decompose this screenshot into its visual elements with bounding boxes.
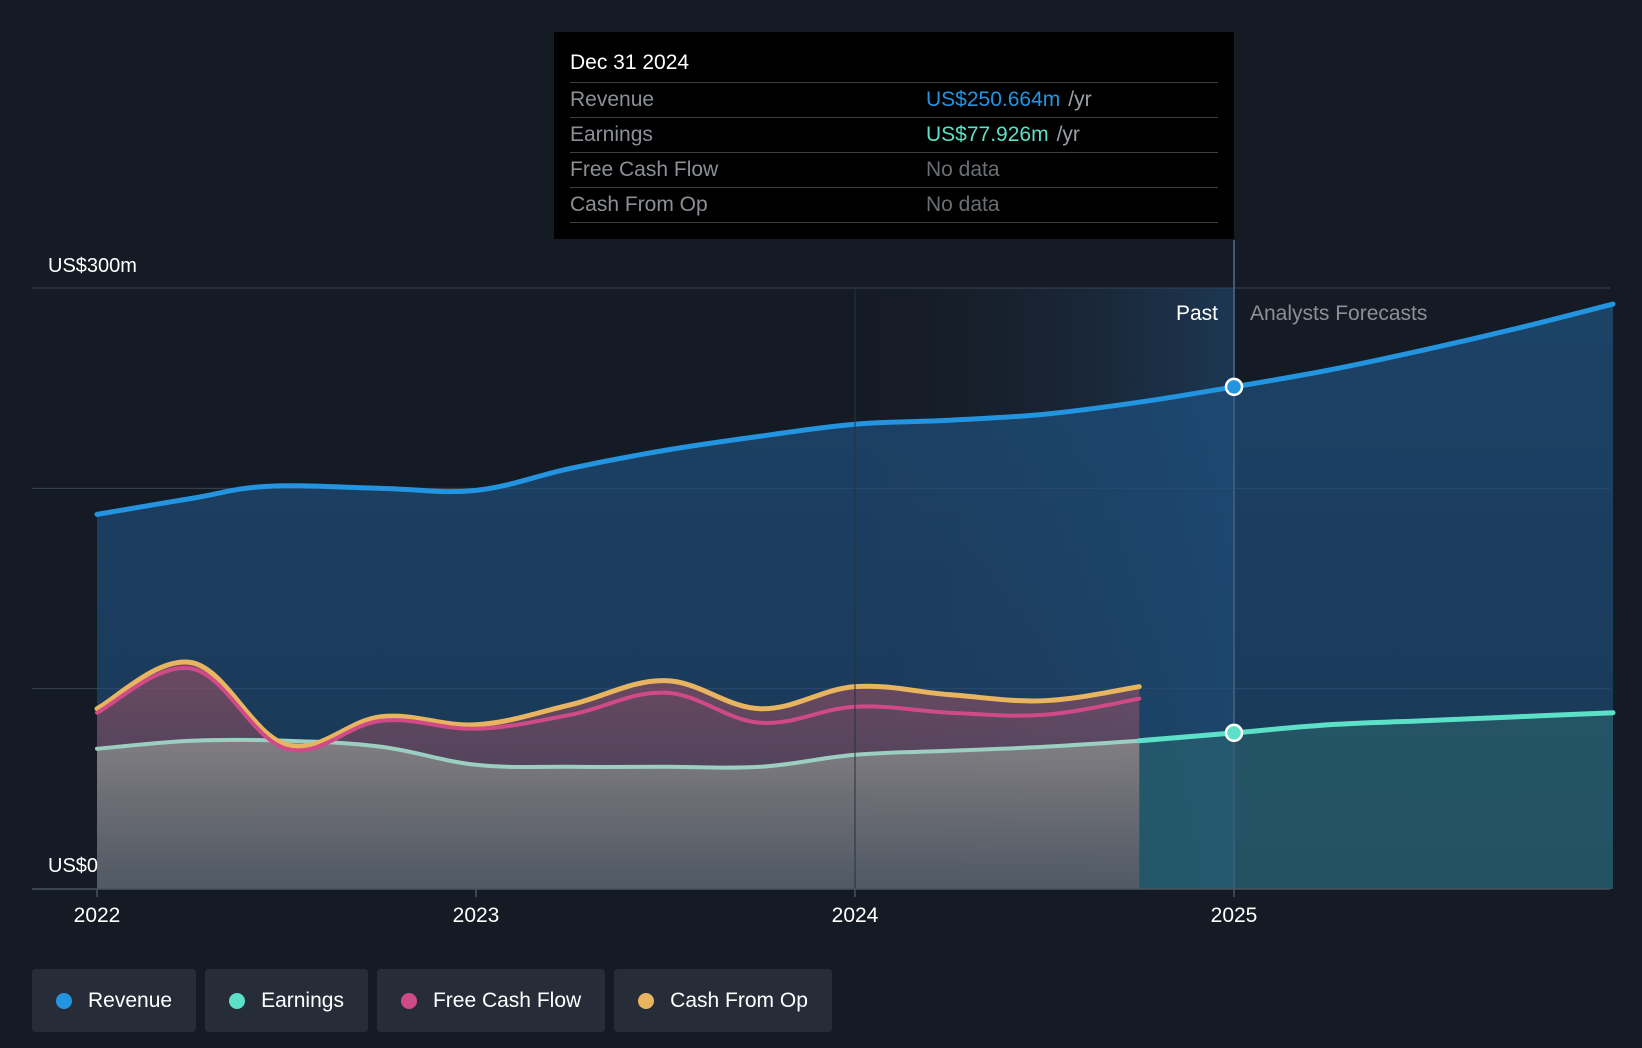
legend-label: Free Cash Flow bbox=[432, 988, 582, 1012]
legend: Revenue Earnings Free Cash Flow Cash Fro… bbox=[32, 969, 832, 1032]
legend-label: Cash From Op bbox=[670, 988, 808, 1012]
legend-item-free-cash-flow[interactable]: Free Cash Flow bbox=[376, 969, 606, 1032]
legend-item-revenue[interactable]: Revenue bbox=[32, 969, 197, 1032]
tooltip-value-revenue: US$250.664m bbox=[926, 88, 1061, 111]
earnings-history-area bbox=[97, 739, 1140, 889]
y-label-bottom: US$0 bbox=[48, 855, 98, 877]
free-cash-flow-line bbox=[95, 666, 1142, 753]
tooltip-value-free-cash-flow: No data bbox=[926, 158, 1000, 181]
legend-item-cash-from-op[interactable]: Cash From Op bbox=[614, 969, 832, 1032]
tooltip-row-revenue: Revenue US$250.664m /yr bbox=[570, 83, 1218, 118]
tooltip-label: Cash From Op bbox=[570, 193, 708, 216]
tooltip-label: Revenue bbox=[570, 88, 655, 111]
forecast-label: Analysts Forecasts bbox=[1250, 302, 1427, 325]
x-tick-label: 2022 bbox=[74, 904, 121, 927]
earnings-dot-icon bbox=[229, 992, 246, 1009]
earnings-highlight-point bbox=[1224, 723, 1244, 743]
tooltip-row-earnings: Earnings US$77.926m /yr bbox=[570, 118, 1218, 153]
revenue-highlight-point bbox=[1224, 377, 1244, 397]
tooltip-value-cash-from-op: No data bbox=[926, 193, 1000, 216]
cash-from-op-line bbox=[94, 659, 1142, 749]
tooltip-unit: /yr bbox=[1068, 88, 1092, 111]
tooltip-panel: Dec 31 2024 Revenue US$250.664m /yr Earn… bbox=[554, 32, 1234, 239]
x-tick-label: 2023 bbox=[453, 904, 500, 927]
x-tick-label: 2025 bbox=[1211, 904, 1258, 927]
tooltip-label: Earnings bbox=[570, 123, 653, 146]
tooltip-date: Dec 31 2024 bbox=[570, 48, 1218, 83]
cash-from-op-dot-icon bbox=[638, 992, 655, 1009]
past-label: Past bbox=[1176, 302, 1218, 325]
legend-item-earnings[interactable]: Earnings bbox=[205, 969, 368, 1032]
tooltip-value-earnings: US$77.926m bbox=[926, 123, 1049, 146]
tooltip-label: Free Cash Flow bbox=[570, 158, 719, 181]
tooltip-row-cash-from-op: Cash From Op No data bbox=[570, 188, 1218, 223]
free-cash-flow-dot-icon bbox=[400, 992, 417, 1009]
revenue-dot-icon bbox=[56, 992, 72, 1009]
earnings-forecast-line bbox=[1136, 710, 1616, 744]
tooltip-unit: /yr bbox=[1056, 123, 1080, 146]
tooltip-row-free-cash-flow: Free Cash Flow No data bbox=[570, 153, 1218, 188]
legend-label: Revenue bbox=[88, 988, 173, 1012]
x-tick-label: 2024 bbox=[832, 904, 879, 927]
legend-label: Earnings bbox=[261, 988, 344, 1012]
y-label-top: US$300m bbox=[48, 255, 137, 277]
